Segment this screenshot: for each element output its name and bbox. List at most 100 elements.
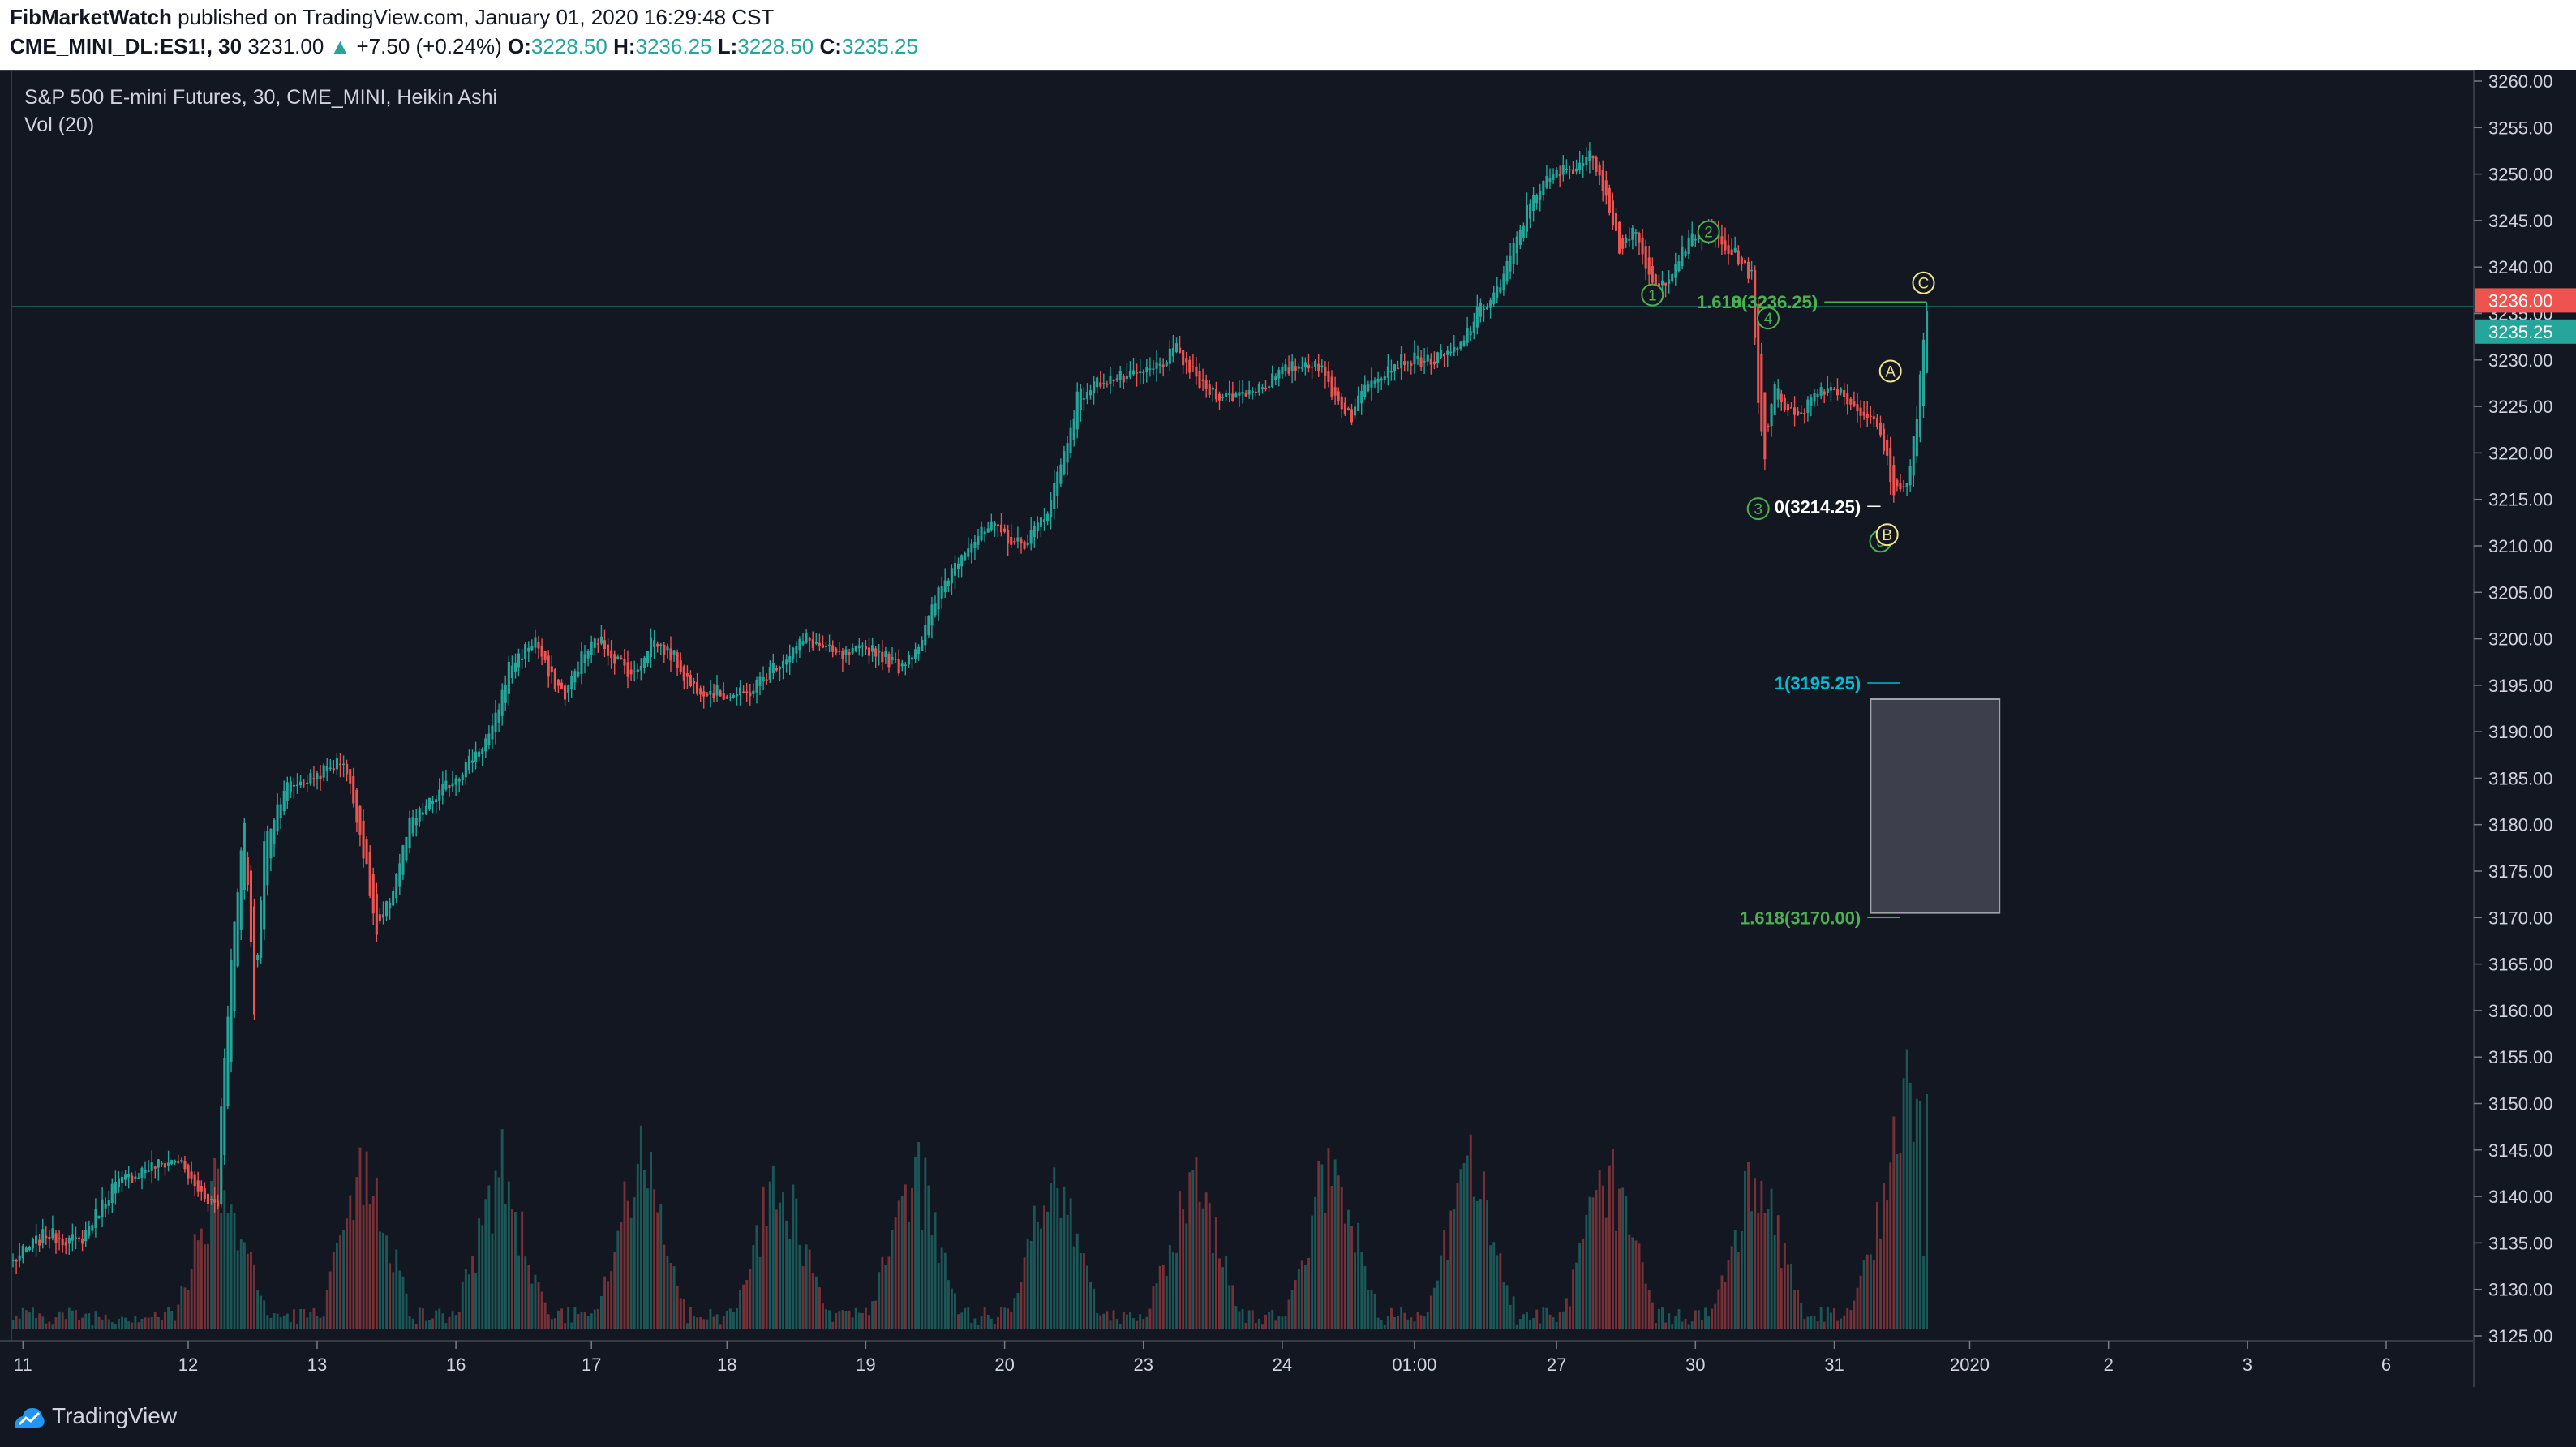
wave-label-circle bbox=[1875, 523, 1899, 547]
candle-body bbox=[352, 776, 355, 804]
volume-bar bbox=[603, 1276, 606, 1329]
volume-bar bbox=[256, 1290, 260, 1329]
time-tick-label: 13 bbox=[307, 1355, 327, 1375]
price-chart[interactable]: 0(3236.25)1.618(3236.25)0(3214.25)1(3195… bbox=[0, 70, 2576, 1387]
candle-body bbox=[478, 751, 481, 757]
volume-bar bbox=[1370, 1290, 1373, 1329]
author-name[interactable]: FibMarketWatch bbox=[10, 5, 172, 29]
candle-body bbox=[1754, 270, 1757, 338]
candle-body bbox=[1400, 354, 1403, 369]
time-axis[interactable]: 11 12 13 16 17 18 19 20 23 24 01:00 27 30 31 2020 2 3 6 bbox=[14, 1341, 2391, 1375]
candle-body bbox=[818, 642, 821, 646]
volume-bar bbox=[1853, 1300, 1856, 1329]
candle-body bbox=[1466, 328, 1469, 343]
volume-bar bbox=[1093, 1288, 1096, 1329]
candle-body bbox=[1343, 402, 1346, 414]
candle-body bbox=[1093, 381, 1096, 393]
volume-bar bbox=[970, 1323, 973, 1329]
candle-body bbox=[260, 900, 263, 958]
volume-bar bbox=[1552, 1317, 1555, 1329]
candle-body bbox=[861, 645, 864, 647]
price-tick-label: 3215.00 bbox=[2488, 490, 2553, 510]
volume-bar bbox=[110, 1322, 114, 1329]
volume-bar bbox=[365, 1151, 368, 1329]
candle-body bbox=[921, 640, 924, 651]
candle-body bbox=[977, 535, 980, 545]
candle-body bbox=[709, 690, 712, 695]
volume-bar bbox=[1787, 1264, 1789, 1329]
candle-body bbox=[45, 1235, 48, 1239]
candle-body bbox=[957, 563, 960, 569]
volume-bar bbox=[857, 1312, 861, 1329]
volume-bar bbox=[137, 1322, 140, 1329]
candle-body bbox=[1099, 382, 1102, 387]
volume-bar bbox=[494, 1170, 497, 1329]
candle-body bbox=[653, 640, 656, 647]
volume-bar bbox=[368, 1204, 371, 1329]
volume-bar bbox=[699, 1317, 702, 1329]
candle-body bbox=[1271, 373, 1274, 387]
volume-bar bbox=[444, 1323, 448, 1329]
volume-bar bbox=[973, 1318, 977, 1329]
candle-body bbox=[1789, 407, 1792, 409]
candle-body bbox=[1690, 233, 1694, 246]
volume-bar bbox=[1118, 1323, 1122, 1329]
price-axis[interactable]: 3260.00 3255.00 3250.00 3245.00 3240.00 3235.… bbox=[2474, 71, 2576, 1346]
volume-bar bbox=[1040, 1228, 1042, 1329]
candle-body bbox=[848, 652, 851, 655]
candle-body bbox=[1136, 372, 1139, 374]
candle-body bbox=[1902, 486, 1905, 487]
volume-bar bbox=[1720, 1275, 1724, 1329]
candle-body bbox=[256, 955, 260, 960]
volume-bar bbox=[1922, 1256, 1925, 1329]
candle-body bbox=[868, 647, 871, 656]
volume-bar bbox=[940, 1247, 943, 1329]
volume-bar bbox=[1440, 1255, 1442, 1329]
volume-bar bbox=[1419, 1315, 1423, 1329]
candle-body bbox=[1918, 374, 1921, 438]
candle-body bbox=[1896, 479, 1899, 487]
volume-bar bbox=[765, 1226, 768, 1329]
volume-bar bbox=[580, 1312, 583, 1329]
candle-body bbox=[1165, 362, 1168, 367]
volume-bar bbox=[289, 1321, 292, 1329]
time-tick-label: 19 bbox=[856, 1355, 875, 1375]
candle-body bbox=[81, 1238, 84, 1244]
volume-bar bbox=[960, 1312, 964, 1329]
candle-body bbox=[1039, 517, 1042, 527]
candle-body bbox=[1661, 280, 1664, 286]
volume-bar bbox=[868, 1315, 870, 1329]
volume-bar bbox=[669, 1263, 672, 1329]
volume-bar bbox=[808, 1249, 811, 1329]
price-tick-label: 3130.00 bbox=[2488, 1280, 2553, 1300]
change-arrow-icon: ▲ bbox=[329, 34, 351, 58]
footer-brand[interactable]: TradingView bbox=[52, 1403, 178, 1428]
volume-bar bbox=[1750, 1211, 1753, 1329]
volume-bar bbox=[1099, 1315, 1102, 1329]
candle-body bbox=[134, 1176, 137, 1179]
volume-bar bbox=[1201, 1208, 1204, 1329]
volume-bar bbox=[1896, 1153, 1899, 1329]
candle-body bbox=[1118, 371, 1122, 380]
volume-bar bbox=[706, 1319, 709, 1329]
volume-bar bbox=[1575, 1262, 1578, 1329]
candle-body bbox=[15, 1260, 18, 1262]
volume-bar bbox=[593, 1309, 596, 1329]
volume-bar bbox=[1499, 1253, 1502, 1329]
volume-bar bbox=[814, 1276, 818, 1329]
volume-bar bbox=[739, 1290, 741, 1329]
volume-bar bbox=[1294, 1280, 1297, 1329]
candle-body bbox=[586, 651, 590, 659]
volume-bar bbox=[124, 1317, 127, 1329]
volume-bar bbox=[908, 1222, 910, 1329]
candle-body bbox=[414, 818, 418, 826]
volume-bar bbox=[1754, 1178, 1757, 1329]
candle-body bbox=[633, 671, 636, 673]
volume-bar bbox=[835, 1312, 838, 1329]
volume-bar bbox=[1449, 1210, 1453, 1329]
volume-bar bbox=[521, 1211, 524, 1329]
candle-body bbox=[1677, 261, 1681, 271]
current-price-badge-box bbox=[2475, 319, 2576, 344]
volume-bar bbox=[299, 1308, 303, 1329]
volume-bar bbox=[358, 1147, 362, 1329]
